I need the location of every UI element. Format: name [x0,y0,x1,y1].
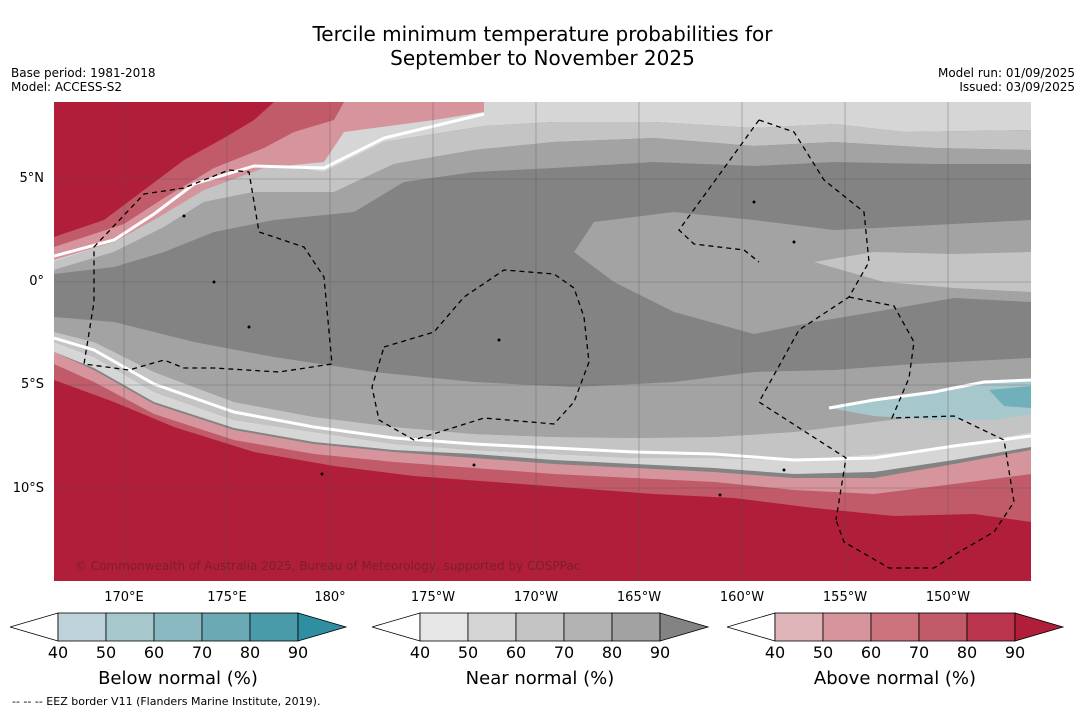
near-normal-pale-south [54,342,1031,474]
above-tick-80: 80 [956,643,978,662]
above-tick-60: 60 [860,643,882,662]
near-tick-70: 70 [553,643,575,662]
colorbar-below-bin-1 [57,612,107,642]
lon-label-175e: 175°E [207,590,247,605]
contour-40-north [54,112,485,258]
probability-map [54,102,1031,581]
below-normal-mid-patch [989,386,1031,408]
below-tick-80: 80 [239,643,261,662]
base-period: Base period: 1981-2018 [11,66,156,80]
contour-40-below [828,378,1031,410]
island [320,472,324,476]
eez-border-kiribati-gilbert [83,169,333,373]
model-name: Model: ACCESS-S2 [11,80,123,94]
island [792,240,796,244]
colorbar-near-bin-0 [372,612,421,642]
near-normal-light-south [54,332,1031,460]
colorbar-above-bin-3 [870,612,920,642]
above-tick-50: 50 [812,643,834,662]
island [182,214,186,218]
map-svg [54,102,1031,581]
colorbar-below-bin-5 [249,612,299,642]
above-normal-label: Above normal (%) [813,668,977,689]
issued-date: Issued: 03/09/2025 [959,80,1075,94]
near-tick-50: 50 [457,643,479,662]
colorbar-above-bin-4 [918,612,968,642]
near-tick-80: 80 [601,643,623,662]
island [752,200,756,204]
copyright-notice: © Commonwealth of Australia 2025, Bureau… [75,559,581,573]
colorbar-near-normal [372,612,710,642]
near-tick-60: 60 [505,643,527,662]
below-tick-60: 60 [143,643,165,662]
lat-label-0: 0° [29,274,44,289]
chart-title-line2: September to November 2025 [390,46,695,70]
below-tick-50: 50 [95,643,117,662]
lon-label-170w: 170°W [513,590,559,605]
island [212,280,216,284]
colorbar-above-bin-1 [774,612,824,642]
near-normal-mid-equatorial [574,212,1031,334]
colorbar-above-bin-6 [1014,612,1065,642]
island [782,468,786,472]
lon-label-180: 180° [314,590,346,605]
island [497,338,501,342]
lon-label-165w: 165°W [616,590,662,605]
colorbar-near-bin-6 [659,612,710,642]
below-tick-90: 90 [287,643,309,662]
chart-title-line1: Tercile minimum temperature probabilitie… [312,22,773,46]
above-normal-dark-north [54,102,274,237]
lon-label-170e: 170°E [104,590,144,605]
near-tick-90: 90 [649,643,671,662]
graticule [54,102,1031,581]
island [472,463,476,467]
eez-border-french-polynesia [835,296,1015,569]
colorbar-below-bin-3 [153,612,203,642]
colorbar-above-bin-5 [966,612,1016,642]
below-normal-light-patch [829,380,1031,420]
near-normal-mid-south [54,317,1031,438]
near-normal-mid-north [54,138,1031,274]
island [718,493,722,497]
island [247,325,251,329]
eez-border-tokelau [371,269,590,441]
lon-label-150w: 150°W [925,590,971,605]
eez-border-kiribati-line [758,119,870,521]
above-tick-70: 70 [908,643,930,662]
colorbar-below-bin-0 [10,612,59,642]
colorbar-below-bin-2 [105,612,155,642]
below-tick-70: 70 [191,643,213,662]
contour-40-south [54,336,1031,462]
lat-label-10s: 10°S [12,481,44,496]
above-tick-90: 90 [1004,643,1026,662]
colorbar-above-normal [727,612,1065,642]
colorbar-near-bin-2 [467,612,517,642]
colorbar-near-bin-4 [563,612,613,642]
colorbar-above-bin-2 [822,612,872,642]
lat-label-5n: 5°N [19,171,45,186]
eez-footnote: -- -- -- EEZ border V11 (Flanders Marine… [12,695,321,708]
islands [182,200,796,497]
lon-label-155w: 155°W [822,590,868,605]
above-tick-40: 40 [764,643,786,662]
near-tick-40: 40 [409,643,431,662]
lon-label-175w: 175°W [410,590,456,605]
colorbar-above-bin-0 [727,612,776,642]
lon-label-160w: 160°W [719,590,765,605]
below-tick-40: 40 [47,643,69,662]
colorbar-near-bin-3 [515,612,565,642]
near-normal-label: Near normal (%) [465,668,615,689]
eez-border-line-west [678,119,760,263]
colorbar-near-bin-5 [611,612,661,642]
colorbar-near-bin-1 [419,612,469,642]
eez-borders [83,119,1015,569]
below-normal-label: Below normal (%) [98,668,258,689]
lat-label-5s: 5°S [20,377,44,392]
colorbar-below-bin-6 [297,612,348,642]
above-normal-dark-south [54,380,1031,581]
near-normal-light-north [54,122,1031,270]
colorbar-below-bin-4 [201,612,251,642]
model-run-date: Model run: 01/09/2025 [937,66,1075,80]
colorbar-below-normal [10,612,348,642]
